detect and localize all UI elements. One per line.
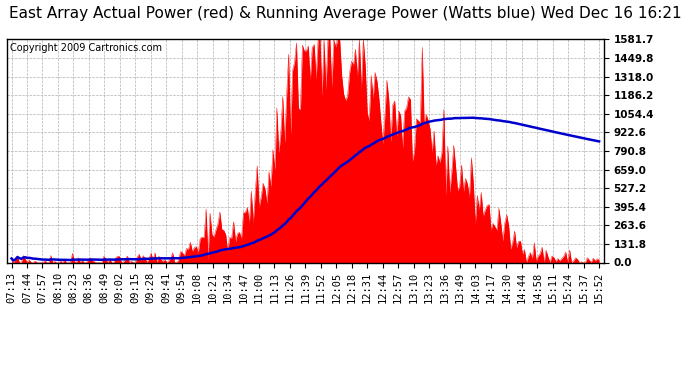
Text: Copyright 2009 Cartronics.com: Copyright 2009 Cartronics.com	[10, 43, 162, 53]
Text: East Array Actual Power (red) & Running Average Power (Watts blue) Wed Dec 16 16: East Array Actual Power (red) & Running …	[9, 6, 681, 21]
